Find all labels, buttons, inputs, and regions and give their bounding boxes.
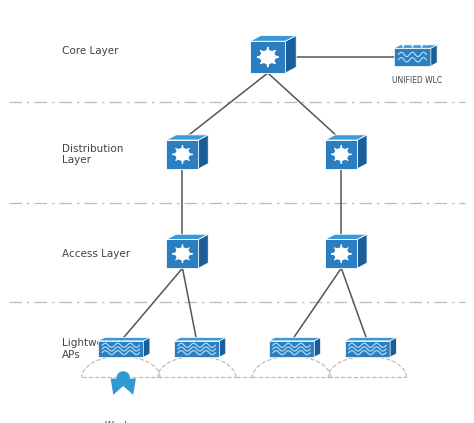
Polygon shape bbox=[357, 234, 367, 268]
Polygon shape bbox=[199, 135, 208, 169]
Polygon shape bbox=[325, 239, 357, 268]
Polygon shape bbox=[394, 45, 437, 48]
Polygon shape bbox=[166, 234, 208, 239]
Polygon shape bbox=[325, 135, 367, 140]
Circle shape bbox=[261, 51, 275, 63]
Polygon shape bbox=[166, 135, 208, 140]
Circle shape bbox=[335, 148, 348, 160]
Text: Lightweight
APs: Lightweight APs bbox=[62, 338, 123, 360]
Polygon shape bbox=[269, 338, 320, 341]
Polygon shape bbox=[199, 234, 208, 268]
Circle shape bbox=[176, 148, 189, 160]
Circle shape bbox=[176, 248, 189, 260]
Polygon shape bbox=[269, 341, 314, 357]
Polygon shape bbox=[110, 379, 136, 395]
Polygon shape bbox=[219, 338, 226, 357]
Circle shape bbox=[118, 372, 129, 382]
Polygon shape bbox=[285, 36, 296, 73]
Text: Core Layer: Core Layer bbox=[62, 46, 118, 56]
Text: Access Layer: Access Layer bbox=[62, 249, 130, 259]
Polygon shape bbox=[174, 341, 219, 357]
Polygon shape bbox=[345, 341, 390, 357]
Polygon shape bbox=[431, 45, 437, 66]
Polygon shape bbox=[250, 41, 285, 73]
Polygon shape bbox=[345, 338, 396, 341]
Polygon shape bbox=[98, 338, 150, 341]
Polygon shape bbox=[390, 338, 396, 357]
Polygon shape bbox=[98, 341, 144, 357]
Text: UNIFIED WLC: UNIFIED WLC bbox=[392, 76, 442, 85]
Text: Distribution
Layer: Distribution Layer bbox=[62, 143, 123, 165]
Polygon shape bbox=[166, 239, 199, 268]
Polygon shape bbox=[357, 135, 367, 169]
Polygon shape bbox=[144, 338, 150, 357]
Polygon shape bbox=[325, 234, 367, 239]
Polygon shape bbox=[394, 48, 431, 66]
Polygon shape bbox=[166, 140, 199, 169]
Text: Wireless
User: Wireless User bbox=[104, 421, 142, 423]
Polygon shape bbox=[250, 36, 296, 41]
Polygon shape bbox=[174, 338, 226, 341]
Polygon shape bbox=[314, 338, 320, 357]
Circle shape bbox=[335, 248, 348, 260]
Polygon shape bbox=[325, 140, 357, 169]
